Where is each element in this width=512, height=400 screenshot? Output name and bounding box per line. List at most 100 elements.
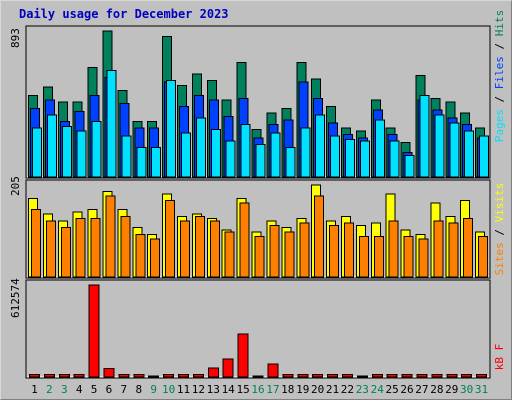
x-tick-label: 5 <box>91 383 98 396</box>
sites-bar <box>448 222 459 278</box>
pages-bar <box>181 132 192 178</box>
sites-bar <box>329 224 340 278</box>
kbytes-bar <box>461 374 473 378</box>
bottom-panel-max-label: 612574 <box>9 278 22 318</box>
x-tick-label: 11 <box>177 383 190 396</box>
kbytes-bar <box>416 374 428 378</box>
x-tick-label: 9 <box>150 383 157 396</box>
pages-bar <box>404 155 415 178</box>
x-tick-label: 14 <box>222 383 236 396</box>
kbytes-bar <box>237 333 249 378</box>
kbytes-bar <box>327 374 339 378</box>
sites-bar <box>209 220 220 278</box>
pages-bar <box>225 140 236 178</box>
pages-bar <box>91 120 102 178</box>
sites-bar <box>254 236 265 278</box>
sites-bar <box>373 236 384 278</box>
kbytes-bar <box>73 374 85 378</box>
sites-bar <box>314 195 325 278</box>
pages-bar <box>106 70 117 178</box>
sites-bar <box>194 215 205 278</box>
kbytes-bar <box>341 374 353 378</box>
sites-bar <box>343 222 354 278</box>
x-tick-label: 21 <box>326 383 339 396</box>
kbytes-bar <box>371 374 383 378</box>
sites-bar <box>239 202 250 278</box>
sites-bar <box>75 218 86 278</box>
sites-bar <box>433 220 444 278</box>
x-tick-label: 7 <box>121 383 128 396</box>
x-tick-label: 25 <box>386 383 399 396</box>
kbytes-bar <box>401 374 413 378</box>
x-tick-label: 28 <box>430 383 443 396</box>
sites-bar <box>418 238 429 278</box>
pages-bar <box>315 114 326 178</box>
pages-bar <box>166 80 177 178</box>
sites-bar <box>284 231 295 278</box>
kbytes-bar <box>58 374 70 378</box>
x-tick-label: 23 <box>356 383 369 396</box>
sites-bar <box>60 227 71 278</box>
pages-bar <box>151 147 162 178</box>
pages-bar <box>76 130 87 178</box>
x-tick-label: 2 <box>46 383 53 396</box>
chart-title: Daily usage for December 2023 <box>19 7 229 21</box>
x-tick-label: 24 <box>371 383 385 396</box>
pages-bar <box>374 119 385 178</box>
pages-bar <box>330 135 341 178</box>
sites-bar <box>105 195 116 278</box>
pages-bar <box>344 138 355 178</box>
x-tick-label: 26 <box>400 383 413 396</box>
pages-bar <box>136 147 147 178</box>
pages-bar <box>195 117 206 178</box>
x-tick-label: 3 <box>61 383 68 396</box>
kbytes-bar <box>148 375 160 378</box>
kbytes-bar <box>103 368 115 378</box>
pages-bar <box>449 122 460 178</box>
kbytes-bar <box>43 374 55 378</box>
sites-bar <box>224 231 235 278</box>
sites-bar <box>299 222 310 278</box>
kbytes-bar <box>297 374 309 378</box>
x-tick-label: 18 <box>281 383 294 396</box>
x-tick-label: 16 <box>251 383 264 396</box>
x-tick-label: 13 <box>207 383 220 396</box>
x-tick-label: 15 <box>236 383 249 396</box>
sites-bar <box>180 220 191 278</box>
kbytes-bar <box>222 358 234 378</box>
sites-bar <box>388 220 399 278</box>
kbytes-bar <box>118 374 130 378</box>
pages-bar <box>479 135 490 178</box>
x-tick-label: 30 <box>460 383 473 396</box>
x-tick-label: 20 <box>311 383 324 396</box>
x-tick-label: 29 <box>445 383 458 396</box>
panel-frame <box>25 279 491 379</box>
sites-bar <box>358 236 369 278</box>
kbytes-bar <box>163 374 175 378</box>
x-tick-label: 19 <box>296 383 309 396</box>
kbytes-bar <box>252 375 264 378</box>
kbytes-bar <box>178 374 190 378</box>
x-tick-label: 31 <box>475 383 488 396</box>
pages-bar <box>61 125 72 178</box>
pages-bar <box>46 114 57 178</box>
pages-bar <box>419 94 430 178</box>
kbytes-bar <box>88 284 100 378</box>
sites-bar <box>269 224 280 278</box>
x-tick-label: 10 <box>162 383 175 396</box>
middle-panel-legend: Sites / Visits <box>493 183 506 276</box>
kbytes-bar <box>312 374 324 378</box>
kbytes-bar <box>386 374 398 378</box>
kbytes-bar <box>29 374 40 378</box>
kbytes-bar <box>192 374 204 378</box>
pages-bar <box>300 127 311 178</box>
sites-bar <box>45 220 56 278</box>
bottom-panel-legend: kB F <box>493 344 506 371</box>
x-tick-label: 1 <box>31 383 38 396</box>
x-tick-label: 6 <box>106 383 113 396</box>
top-panel-legend: Pages / Files / Hits <box>493 10 506 143</box>
pages-bar <box>359 140 370 178</box>
pages-bar <box>285 147 296 178</box>
top-panel-max-label: 893 <box>9 28 22 48</box>
